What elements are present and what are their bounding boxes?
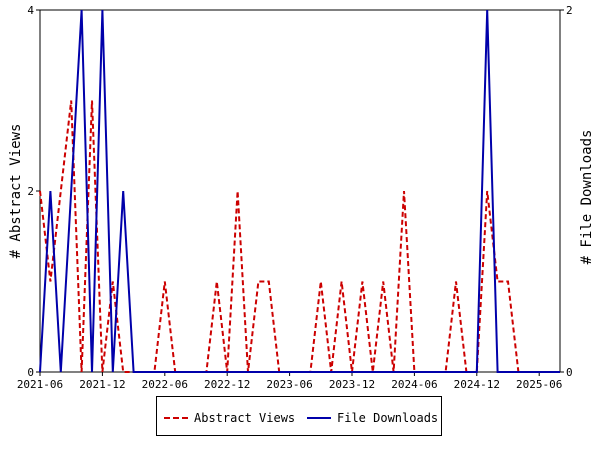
x-tick-label: 2021-06 (17, 378, 63, 391)
y-axis-left-title: # Abstract Views (8, 124, 24, 259)
series-line-file-downloads (39, 9, 560, 373)
legend-label-file-downloads: File Downloads (337, 411, 439, 425)
legend-label-abstract-views: Abstract Views (194, 411, 296, 425)
y-right-tick-label: 2 (566, 4, 573, 17)
x-tick-label: 2025-06 (516, 378, 562, 391)
x-tick-label: 2023-12 (329, 378, 375, 391)
legend: Abstract Views File Downloads (156, 396, 442, 436)
x-tick-label: 2024-06 (391, 378, 437, 391)
y-axis-right-title: # File Downloads (579, 130, 595, 265)
x-tick-label: 2024-12 (454, 378, 500, 391)
solid-line-icon (307, 417, 331, 419)
series-group (39, 9, 560, 373)
x-tick-label: 2023-06 (266, 378, 312, 391)
dashed-line-icon (164, 417, 188, 419)
y-left-tick-label: 2 (27, 185, 34, 198)
plot-area (39, 9, 561, 373)
y-left-tick-label: 4 (27, 4, 34, 17)
x-tick-label: 2021-12 (79, 378, 125, 391)
x-tick-label: 2022-06 (142, 378, 188, 391)
x-tick-label: 2022-12 (204, 378, 250, 391)
ticks-group: 2021-06 2021-12 2022-06 2022-12 2023-06 2023-… (17, 4, 573, 391)
y-left-tick-label: 0 (27, 366, 34, 379)
y-right-tick-label: 0 (566, 366, 573, 379)
